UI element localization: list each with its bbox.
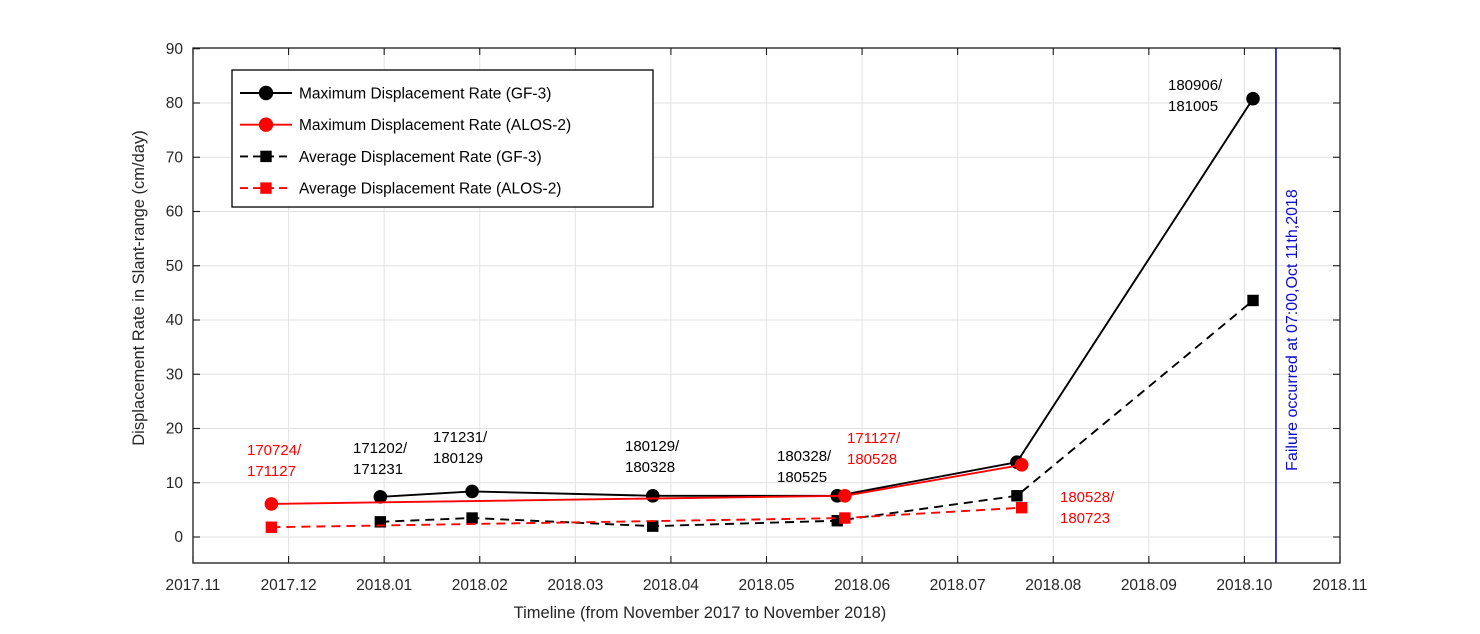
data-point-square <box>1247 294 1259 307</box>
y-tick-label: 50 <box>166 258 184 275</box>
data-point-circle <box>838 488 852 503</box>
y-tick-label: 90 <box>166 41 184 58</box>
series-group <box>264 91 1260 533</box>
legend: Maximum Displacement Rate (GF-3) Maximum … <box>231 69 654 208</box>
y-tick-label: 10 <box>166 475 184 492</box>
data-point-square <box>1016 502 1028 514</box>
data-point-square <box>831 515 843 527</box>
y-axis-label: Displacement Rate in Slant-range (cm/day… <box>130 130 148 445</box>
annotation-text: 181005 <box>1168 98 1218 115</box>
annotations: 170724/171127 171202/171231 171231/180129 1… <box>247 77 1223 527</box>
annotation-text: 171231/ <box>433 429 488 446</box>
x-tick-label: 2018.03 <box>547 577 603 594</box>
x-tick-label: 2018.11 <box>1313 577 1368 594</box>
data-point-square <box>1011 490 1023 502</box>
x-tick-label: 2018.06 <box>834 577 890 594</box>
data-point-square <box>265 521 278 533</box>
legend-entry-label: Maximum Displacement Rate (GF-3) <box>299 86 551 103</box>
legend-box <box>231 69 654 208</box>
annotation-text: 180129/ <box>625 438 680 455</box>
data-point-circle <box>1014 458 1029 472</box>
data-point-circle <box>373 490 388 504</box>
y-tick-label: 20 <box>166 421 184 438</box>
annotation-text: 171127/ <box>847 430 901 447</box>
annotation-text: 180528 <box>847 451 897 468</box>
x-tick-label: 2018.08 <box>1025 577 1081 594</box>
y-tick-label: 40 <box>166 312 184 329</box>
y-tick-label: 80 <box>166 95 184 112</box>
series-line-1 <box>380 299 1254 528</box>
data-point-circle <box>465 484 479 499</box>
annotation-text: 180129 <box>433 450 483 467</box>
legend-entry-label: Average Displacement Rate (ALOS-2) <box>299 181 561 198</box>
legend-circle-marker <box>258 117 274 132</box>
legend-circle-marker <box>258 85 274 101</box>
x-tick-label: 2017.12 <box>261 577 317 594</box>
data-point-square <box>374 516 387 528</box>
annotation-text: 180328/ <box>777 448 832 465</box>
legend-entry-label: Maximum Displacement Rate (ALOS-2) <box>299 117 571 134</box>
annotation-text: 180525 <box>777 469 827 486</box>
x-tick-label: 2018.07 <box>930 577 986 594</box>
annotation-text: 180328 <box>625 459 675 476</box>
annotation-text: 180906/ <box>1168 77 1223 94</box>
failure-event-label: Failure occurred at 07:00,Oct 11th,2018 <box>1284 189 1301 471</box>
data-point-square <box>647 520 659 532</box>
annotation-text: 171202/ <box>353 440 408 457</box>
y-tick-label: 70 <box>166 149 184 166</box>
data-point-circle <box>264 497 279 511</box>
y-tick-label: 30 <box>166 366 184 383</box>
x-tick-label: 2018.02 <box>452 577 508 594</box>
legend-square-marker <box>260 182 272 194</box>
series-line-0 <box>380 98 1254 498</box>
legend-entry-label: Average Displacement Rate (GF-3) <box>299 149 542 166</box>
x-tick-label: 2017.11 <box>166 577 221 594</box>
y-tick-label: 60 <box>166 204 184 221</box>
data-point-square <box>466 512 478 524</box>
annotation-text: 171231 <box>353 461 403 478</box>
data-point-circle <box>645 488 660 503</box>
data-point-square <box>839 512 851 524</box>
y-tick-label: 0 <box>174 529 183 546</box>
x-axis-label: Timeline (from November 2017 to November… <box>514 604 887 622</box>
axis-ticks <box>192 48 1341 563</box>
x-tick-label: 2018.05 <box>738 577 794 594</box>
annotation-text: 171127 <box>247 463 296 480</box>
x-tick-label: 2018.01 <box>356 577 412 594</box>
legend-square-marker <box>260 150 272 163</box>
annotation-text: 180528/ <box>1060 489 1115 506</box>
annotation-text: 180723 <box>1060 510 1110 527</box>
x-tick-label: 2018.10 <box>1216 577 1272 594</box>
x-tick-label: 2018.04 <box>643 577 699 594</box>
data-point-circle <box>1246 91 1260 106</box>
annotation-text: 170724/ <box>247 442 302 459</box>
x-tick-label: 2018.09 <box>1121 577 1177 594</box>
